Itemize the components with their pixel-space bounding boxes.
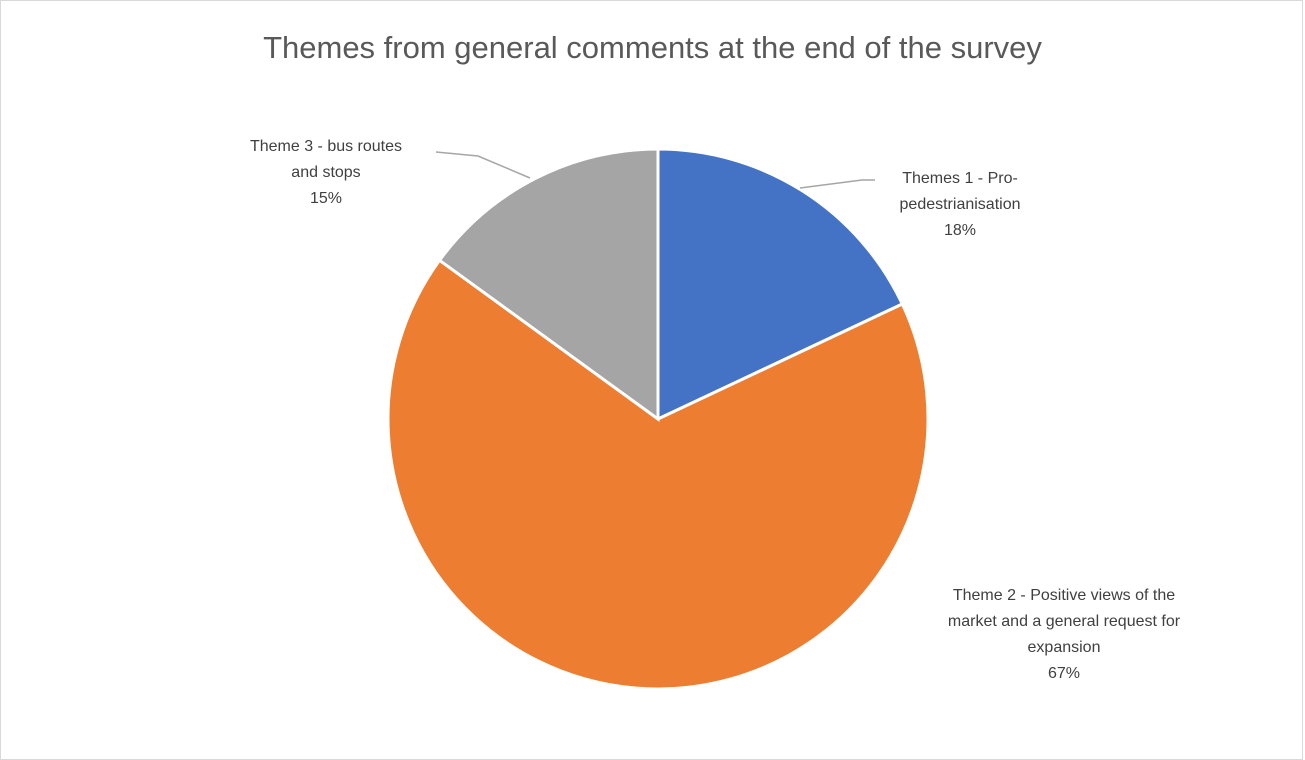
- chart-title: Themes from general comments at the end …: [263, 30, 1042, 65]
- data-label-theme-2-positive-views-of-the-market-and-a-general-request-for-expansion: Theme 2 - Positive views of the market an…: [948, 587, 1181, 682]
- pie-slice-theme-2-positive-views-of-the-market-and-a-general-request-for-expansion: [386, 258, 930, 691]
- pie-slice-themes-1-pro-pedestrianisation: [656, 147, 905, 422]
- leader-line-themes-1-pro-pedestrianisation: [799, 179, 875, 189]
- pie-slice-theme-3-bus-routes-and-stops: [437, 147, 660, 422]
- data-label-themes-1-pro-pedestrianisation: Themes 1 - Pro-pedestrianisation 18%: [900, 170, 1021, 239]
- leader-line-theme-3-bus-routes-and-stops: [435, 151, 531, 179]
- data-label-theme-3-bus-routes-and-stops: Theme 3 - bus routes and stops 15%: [250, 138, 402, 207]
